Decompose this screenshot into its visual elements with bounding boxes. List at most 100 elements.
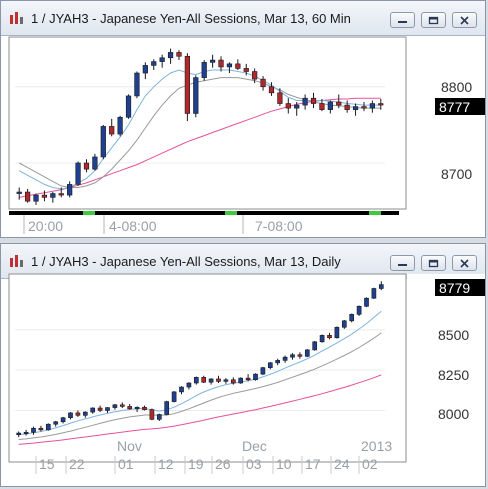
candle-body <box>290 354 295 358</box>
candle-body <box>216 378 221 382</box>
candle-body <box>156 414 162 420</box>
day-label: 03 <box>246 456 262 472</box>
price-tick-8250: 8250 <box>438 367 469 383</box>
minimize-icon <box>398 264 407 266</box>
candle <box>16 431 22 438</box>
candle-body <box>260 78 266 88</box>
candle-body <box>310 97 317 104</box>
candle-body <box>277 92 283 104</box>
candle-body <box>97 407 103 411</box>
candle-body <box>90 407 96 413</box>
candle-body <box>294 104 300 109</box>
candle-body <box>105 407 110 411</box>
candle <box>223 378 229 384</box>
candle-body <box>50 193 56 198</box>
candle-body <box>223 379 229 382</box>
window-titlebar[interactable]: 1 / JYAH3 - Japanese Yen-All Sessions, M… <box>1 244 485 279</box>
price-chart-60min[interactable]: 8800 8700 8777 20:00 4-08:00 7-08:00 <box>1 1 485 237</box>
maximize-button[interactable] <box>421 12 446 28</box>
day-label: 10 <box>276 456 292 472</box>
candle-body <box>226 63 233 68</box>
candle <box>33 193 39 205</box>
window-titlebar[interactable]: 1 / JYAH3 - Japanese Yen-All Sessions, M… <box>1 1 485 36</box>
chart-window-daily[interactable]: 1 / JYAH3 - Japanese Yen-All Sessions, M… <box>0 243 486 487</box>
ma-fast-line <box>18 310 382 436</box>
candle-body <box>186 382 192 388</box>
close-button[interactable] <box>452 255 477 271</box>
price-tick-8800: 8800 <box>441 79 472 95</box>
close-button[interactable] <box>452 12 477 28</box>
chart-app-icon <box>10 255 23 267</box>
maximize-button[interactable] <box>421 255 446 271</box>
candles <box>16 281 384 438</box>
candle <box>302 94 308 110</box>
candle <box>127 404 133 410</box>
grid-lines <box>15 329 385 411</box>
day-label: 02 <box>362 456 378 472</box>
day-label: 17 <box>305 456 321 472</box>
candle-body <box>208 378 214 383</box>
candle-body <box>16 432 22 435</box>
candle-body <box>151 61 157 66</box>
candle-body <box>60 417 66 423</box>
candle-body <box>344 104 350 110</box>
candle-body <box>371 288 377 299</box>
maximize-icon <box>428 16 439 24</box>
month-label: 2013 <box>361 438 392 454</box>
candle <box>58 187 64 198</box>
candle-body <box>267 362 273 368</box>
candle-body <box>38 427 44 431</box>
maximize-icon <box>428 259 439 267</box>
candle <box>364 297 369 308</box>
candle <box>142 405 147 411</box>
candle-body <box>25 191 31 202</box>
ma-slow-line <box>18 332 382 440</box>
candle <box>38 425 44 432</box>
minimize-icon <box>398 21 407 23</box>
candle <box>290 353 295 360</box>
candle-body <box>41 194 48 198</box>
price-chart-daily[interactable]: 8779 8500 8250 8000 Nov Dec 2013 15 22 01 1… <box>1 244 485 486</box>
time-label: 20:00 <box>28 218 63 234</box>
day-label: 22 <box>69 456 85 472</box>
candle <box>243 63 249 76</box>
candle <box>134 406 140 413</box>
candle <box>371 287 377 299</box>
ma-long-path <box>18 374 382 445</box>
candle-body <box>327 335 332 339</box>
candle <box>378 98 384 110</box>
candle-body <box>268 86 275 94</box>
time-label: 7-08:00 <box>255 218 303 234</box>
candle-body <box>149 409 155 420</box>
candle <box>23 429 29 436</box>
candle-body <box>243 68 249 72</box>
price-tick-8000: 8000 <box>438 406 469 422</box>
candle <box>297 352 303 359</box>
candle-body <box>252 71 258 80</box>
minimize-button[interactable] <box>390 255 415 271</box>
candle <box>117 115 123 137</box>
chart-window-60min[interactable]: 1 / JYAH3 - Japanese Yen-All Sessions, M… <box>0 0 486 238</box>
candle <box>100 124 106 160</box>
candle-body <box>319 335 325 343</box>
candle-body <box>282 356 288 361</box>
candle-body <box>179 386 184 393</box>
candle <box>134 71 140 99</box>
candle <box>304 349 310 358</box>
candle <box>109 118 115 137</box>
current-price-label: 8779 <box>439 280 470 296</box>
candle-body <box>68 412 73 419</box>
price-tick-8700: 8700 <box>441 166 472 182</box>
current-price-marker <box>435 98 485 115</box>
ma-fast-path <box>18 310 382 436</box>
candle-body <box>218 59 224 68</box>
minimize-button[interactable] <box>390 12 415 28</box>
candle-body <box>193 377 199 384</box>
candle <box>327 100 333 114</box>
candle <box>378 281 384 291</box>
candle <box>208 378 214 385</box>
candle-body <box>275 360 281 364</box>
candle <box>142 62 148 80</box>
candle-body <box>319 103 325 110</box>
candle <box>361 102 367 112</box>
